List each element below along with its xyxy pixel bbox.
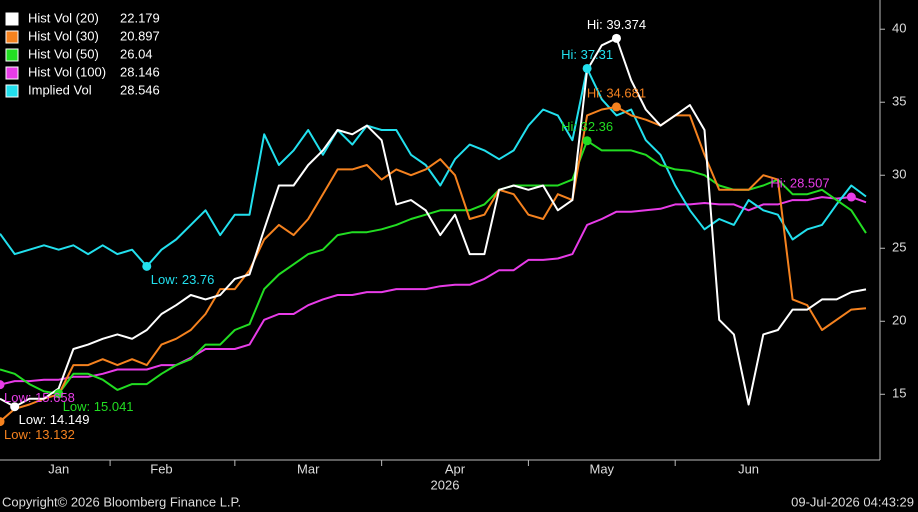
- legend-swatch: [5, 12, 19, 26]
- low-label: Low: 13.132: [4, 427, 75, 442]
- y-tick-label: 20: [892, 313, 906, 328]
- extreme-marker: [582, 136, 592, 146]
- legend-name: Hist Vol (30): [28, 28, 99, 43]
- low-label: Low: 14.149: [19, 412, 90, 427]
- high-label: Hi: 32.36: [561, 119, 613, 134]
- high-label: Hi: 37.31: [561, 47, 613, 62]
- copyright: Copyright© 2026 Bloomberg Finance L.P.: [2, 494, 241, 509]
- series-line: [0, 196, 867, 386]
- low-label: Low: 15.041: [63, 399, 134, 414]
- legend-swatch: [5, 84, 19, 98]
- extreme-marker: [10, 402, 20, 412]
- series-line: [0, 37, 867, 408]
- y-tick-label: 25: [892, 240, 906, 255]
- extreme-marker: [0, 380, 5, 390]
- timestamp: 09-Jul-2026 04:43:29: [791, 494, 914, 509]
- legend-name: Hist Vol (100): [28, 64, 106, 79]
- legend-swatch: [5, 30, 19, 44]
- extreme-marker: [611, 102, 621, 112]
- legend-value: 26.04: [120, 46, 153, 61]
- y-tick-label: 35: [892, 94, 906, 109]
- legend-value: 22.179: [120, 10, 160, 25]
- x-tick-label: Feb: [150, 461, 172, 476]
- extreme-marker: [582, 63, 592, 73]
- low-label: Low: 15.658: [4, 390, 75, 405]
- low-label: Low: 23.76: [151, 272, 215, 287]
- x-tick-label: Apr: [445, 461, 466, 476]
- y-tick-label: 30: [892, 167, 906, 182]
- legend-name: Implied Vol: [28, 82, 92, 97]
- legend-value: 28.146: [120, 64, 160, 79]
- legend-swatch: [5, 48, 19, 62]
- x-tick-label: Mar: [297, 461, 320, 476]
- legend-value: 28.546: [120, 82, 160, 97]
- extreme-marker: [0, 417, 5, 427]
- high-label: Hi: 39.374: [587, 17, 646, 32]
- series-line: [0, 105, 867, 423]
- extreme-marker: [142, 261, 152, 271]
- legend-name: Hist Vol (20): [28, 10, 99, 25]
- high-label: Hi: 34.681: [587, 85, 646, 100]
- y-tick-label: 15: [892, 386, 906, 401]
- legend-name: Hist Vol (50): [28, 46, 99, 61]
- y-tick-label: 40: [892, 21, 906, 36]
- extreme-marker: [846, 192, 856, 202]
- legend-swatch: [5, 66, 19, 80]
- x-tick-label: May: [590, 461, 615, 476]
- high-label: Hi: 28.507: [770, 175, 829, 190]
- legend-value: 20.897: [120, 28, 160, 43]
- series-line: [0, 139, 867, 395]
- extreme-marker: [54, 389, 64, 399]
- x-axis-year: 2026: [431, 477, 460, 492]
- x-tick-label: Jun: [738, 461, 759, 476]
- extreme-marker: [611, 33, 621, 43]
- x-tick-label: Jan: [48, 461, 69, 476]
- legend: Hist Vol (20) 22.179 Hist Vol (30) 20.897 Hi…: [5, 10, 160, 98]
